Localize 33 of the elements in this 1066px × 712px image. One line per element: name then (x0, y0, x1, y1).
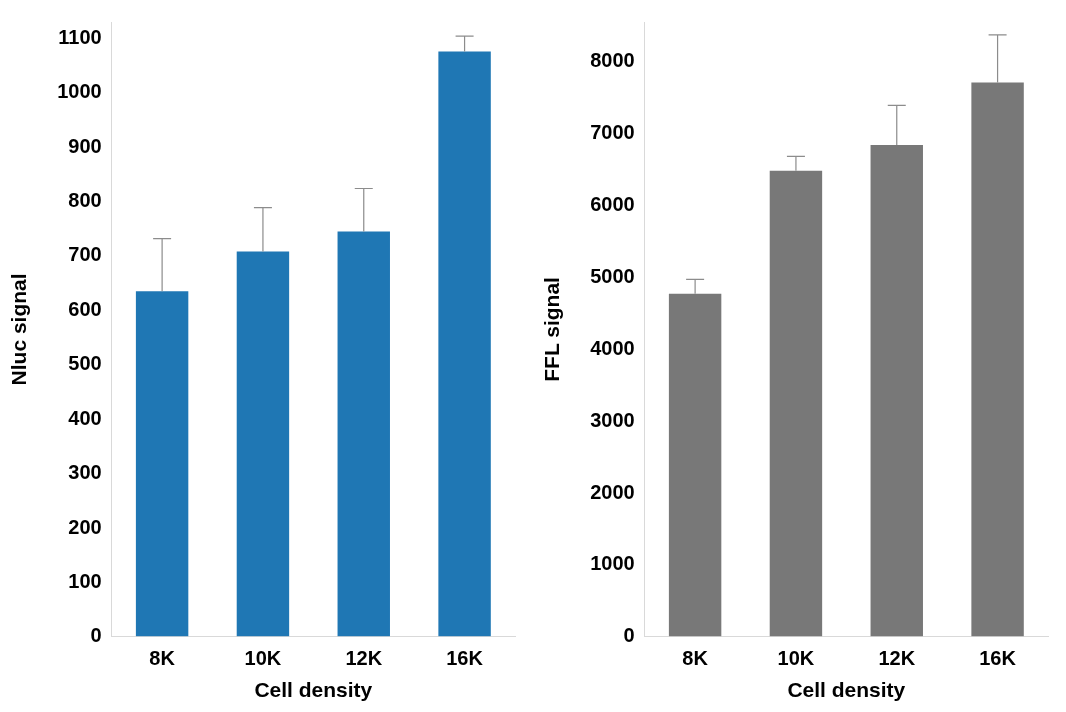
x-axis-title: Cell density (254, 678, 373, 702)
x-tick-label: 16K (446, 647, 484, 670)
y-tick-label: 400 (68, 406, 102, 429)
y-tick-label: 700 (68, 243, 102, 266)
y-tick-label: 1100 (58, 25, 102, 48)
x-tick-label: 16K (979, 647, 1017, 670)
y-tick-label: 1000 (57, 80, 102, 103)
y-tick-label: 900 (68, 134, 102, 157)
y-tick-label: 800 (68, 189, 102, 212)
y-tick-label: 4000 (590, 336, 635, 359)
y-tick-label: 500 (68, 352, 102, 375)
x-tick-label: 8K (682, 647, 709, 670)
y-tick-label: 8000 (590, 49, 635, 72)
y-tick-label: 5000 (590, 264, 635, 287)
x-tick-label: 8K (149, 647, 176, 670)
y-tick-label: 600 (68, 297, 102, 320)
x-tick-label: 12K (878, 647, 916, 670)
x-tick-label: 10K (777, 647, 815, 670)
y-tick-label: 0 (90, 624, 102, 647)
y-tick-label: 300 (68, 461, 102, 484)
x-tick-label: 10K (244, 647, 282, 670)
y-axis-title: Nluc signal (7, 273, 31, 386)
y-tick-label: 7000 (590, 120, 635, 143)
x-tick-label: 12K (345, 647, 383, 670)
y-axis-title: FFL signal (540, 277, 564, 382)
y-tick-label: 2000 (590, 480, 635, 503)
y-tick-label: 3000 (590, 408, 635, 431)
y-tick-label: 1000 (590, 552, 635, 575)
x-axis-title: Cell density (787, 678, 906, 702)
y-tick-label: 200 (68, 515, 102, 538)
y-tick-label: 100 (68, 569, 102, 592)
y-tick-label: 0 (623, 624, 635, 647)
y-tick-label: 6000 (590, 192, 635, 215)
